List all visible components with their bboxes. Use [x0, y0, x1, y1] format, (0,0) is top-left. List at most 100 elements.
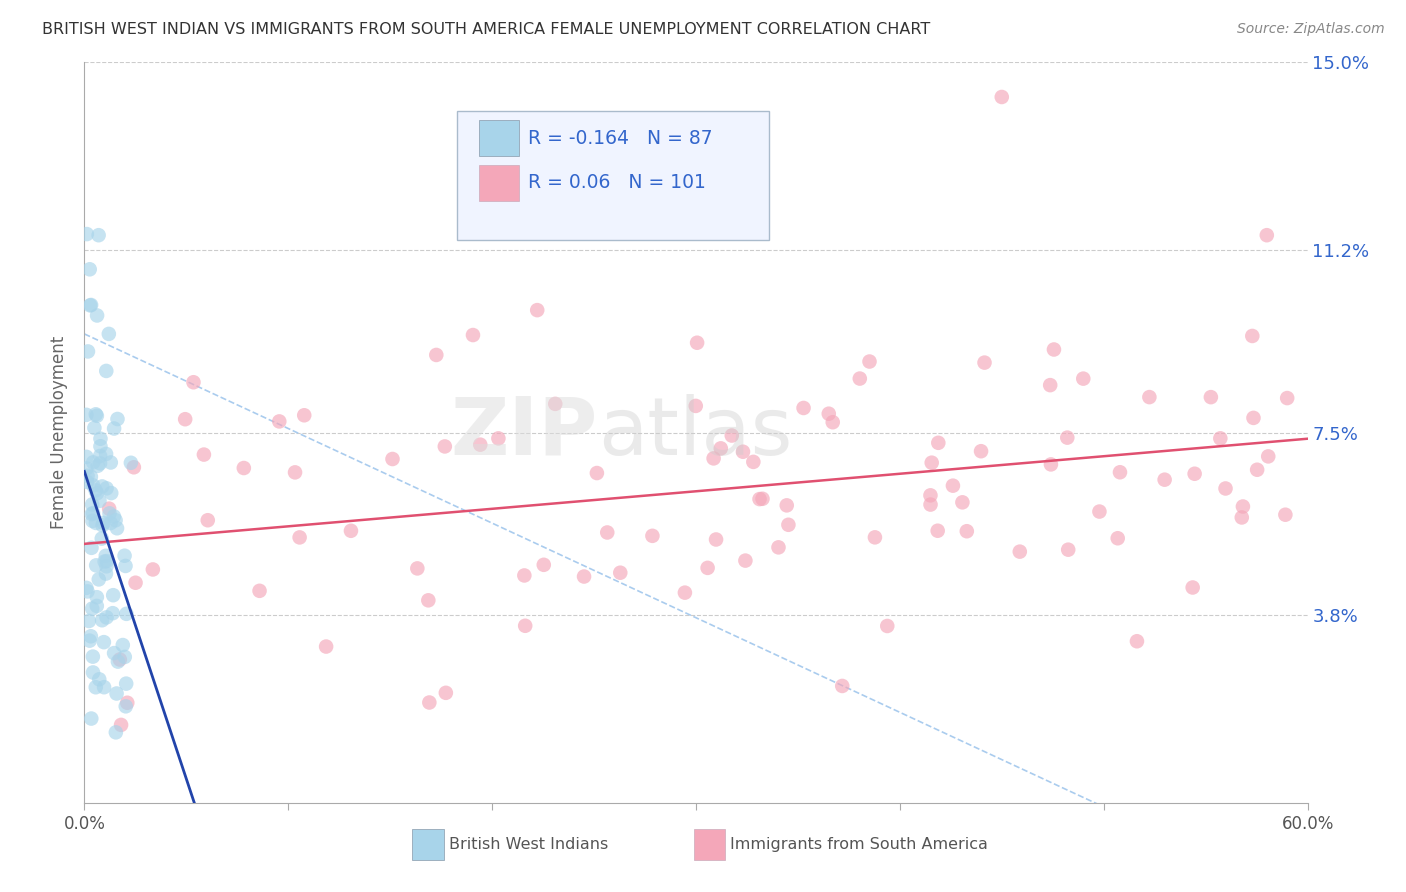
Point	[75, 408, 97, 422]
Point	[418, 593, 440, 607]
Point	[80, 507, 103, 521]
Point	[533, 558, 555, 572]
Point	[876, 619, 898, 633]
Point	[1107, 531, 1129, 545]
Point	[115, 607, 138, 621]
Point	[433, 439, 456, 453]
Text: Immigrants from South America: Immigrants from South America	[730, 837, 988, 852]
Point	[75, 450, 97, 464]
Point	[103, 646, 125, 660]
Point	[461, 328, 484, 343]
Point	[84, 558, 107, 573]
Point	[100, 486, 122, 500]
Point	[704, 533, 727, 547]
Point	[921, 456, 943, 470]
Point	[89, 432, 111, 446]
Point	[1181, 581, 1204, 595]
Point	[970, 444, 993, 458]
Point	[117, 696, 139, 710]
Text: British West Indians: British West Indians	[449, 837, 609, 852]
Point	[107, 655, 129, 669]
Point	[80, 469, 103, 483]
Point	[596, 525, 619, 540]
Point	[609, 566, 631, 580]
Point	[107, 412, 129, 426]
Point	[1056, 431, 1078, 445]
Point	[920, 488, 942, 502]
FancyBboxPatch shape	[693, 829, 725, 860]
Point	[84, 516, 107, 530]
Point	[114, 649, 136, 664]
Point	[249, 583, 271, 598]
Point	[84, 483, 107, 498]
Point	[80, 629, 103, 643]
Point	[1153, 473, 1175, 487]
Point	[1257, 450, 1279, 464]
Point	[89, 456, 111, 470]
Point	[1126, 634, 1149, 648]
Point	[79, 262, 101, 277]
Point	[183, 376, 205, 390]
Point	[1039, 458, 1062, 472]
Point	[94, 549, 117, 563]
Point	[83, 421, 105, 435]
Point	[686, 335, 709, 350]
Point	[340, 524, 363, 538]
Point	[96, 481, 118, 495]
Point	[86, 591, 108, 605]
FancyBboxPatch shape	[479, 165, 519, 201]
Point	[96, 364, 118, 378]
Point	[87, 228, 110, 243]
Point	[79, 298, 101, 312]
Point	[1088, 505, 1111, 519]
Point	[849, 371, 872, 385]
Point	[1277, 391, 1299, 405]
Point	[1243, 410, 1265, 425]
Point	[101, 606, 124, 620]
Point	[115, 676, 138, 690]
Point	[1008, 544, 1031, 558]
Point	[82, 498, 104, 512]
Point	[87, 573, 110, 587]
Point	[76, 584, 98, 599]
Point	[75, 461, 97, 475]
Point	[86, 599, 108, 613]
Point	[513, 568, 536, 582]
Point	[991, 90, 1014, 104]
Point	[96, 610, 118, 624]
Point	[288, 530, 311, 544]
Point	[124, 575, 146, 590]
Point	[703, 451, 725, 466]
Point	[174, 412, 197, 426]
Point	[104, 513, 127, 527]
Point	[731, 444, 754, 458]
Point	[381, 452, 404, 467]
Y-axis label: Female Unemployment: Female Unemployment	[51, 336, 69, 529]
Point	[1215, 482, 1237, 496]
Point	[1137, 390, 1160, 404]
Point	[1039, 378, 1062, 392]
Point	[821, 415, 844, 429]
Point	[920, 498, 942, 512]
Point	[197, 513, 219, 527]
Point	[93, 516, 115, 530]
Point	[103, 421, 125, 435]
Point	[793, 401, 815, 415]
Point	[94, 566, 117, 581]
Text: ZIP: ZIP	[451, 393, 598, 472]
Point	[927, 435, 949, 450]
Text: BRITISH WEST INDIAN VS IMMIGRANTS FROM SOUTH AMERICA FEMALE UNEMPLOYMENT CORRELA: BRITISH WEST INDIAN VS IMMIGRANTS FROM S…	[42, 22, 931, 37]
Point	[776, 499, 799, 513]
Point	[572, 569, 595, 583]
Point	[98, 501, 121, 516]
Point	[84, 407, 107, 421]
Point	[93, 635, 115, 649]
Point	[973, 356, 995, 370]
Point	[1209, 431, 1232, 445]
Point	[817, 407, 839, 421]
Point	[105, 521, 128, 535]
Point	[142, 562, 165, 576]
Point	[952, 495, 974, 509]
Point	[91, 518, 114, 533]
Point	[470, 437, 492, 451]
